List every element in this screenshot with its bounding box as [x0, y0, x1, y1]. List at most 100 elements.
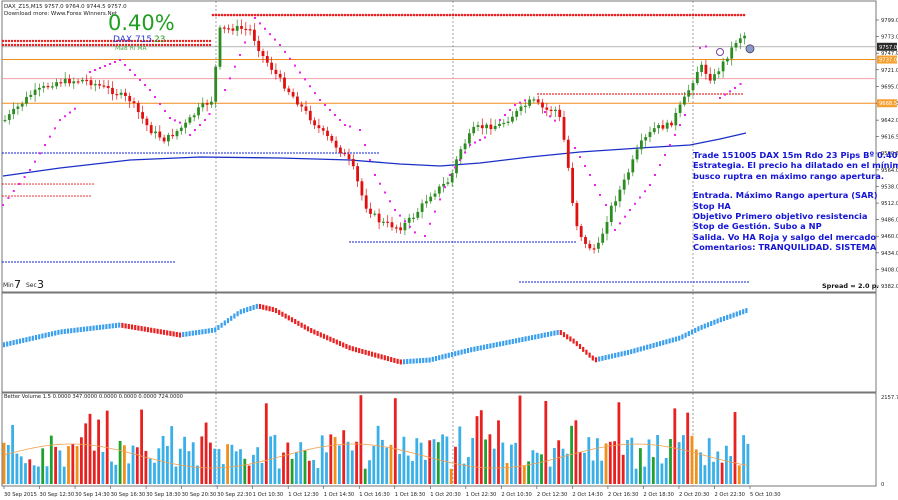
volume-bar: [359, 395, 363, 484]
volume-bar: [226, 444, 229, 484]
sar-dot: [154, 96, 156, 98]
pivot-dot-red: [172, 43, 176, 47]
pivot-dot-red: [558, 93, 560, 95]
pivot-dot-blue: [101, 261, 103, 263]
pivot-dot-blue: [62, 152, 64, 154]
oscillator-bar: [399, 359, 402, 365]
oscillator-bar: [143, 326, 146, 332]
pivot-dot-blue: [711, 281, 713, 283]
pivot-dot-red: [8, 183, 10, 185]
pivot-dot-blue: [744, 281, 746, 283]
pivot-dot-red: [35, 183, 37, 185]
pivot-dot-blue: [11, 261, 13, 263]
volume-bar: [398, 453, 401, 484]
pivot-dot-blue: [320, 152, 322, 154]
pivot-dot-red: [634, 13, 638, 17]
pivot-dot-red: [4, 43, 8, 47]
pivot-dot-red: [403, 13, 407, 17]
pivot-dot-red: [565, 13, 569, 17]
pivot-dot-red: [577, 13, 581, 17]
price-label: 9799.0: [881, 18, 898, 24]
pivot-dot-red: [697, 13, 701, 17]
volume-bar: [338, 445, 341, 484]
pivot-dot-red: [418, 13, 422, 17]
pivot-dot-red: [43, 39, 47, 43]
pivot-dot-red: [700, 13, 704, 17]
sar-dot: [179, 121, 181, 124]
pivot-dot-red: [74, 195, 76, 197]
pivot-dot-red: [118, 43, 122, 47]
sar-dot: [299, 71, 301, 74]
oscillator-bar: [226, 318, 230, 324]
candle: [257, 40, 261, 52]
volume-bar: [166, 445, 169, 484]
pivot-dot-blue: [666, 281, 668, 283]
oscillator-bar: [146, 327, 150, 333]
pivot-dot-red: [559, 13, 563, 17]
volume-bar: [424, 459, 427, 484]
volume-bar: [363, 468, 367, 484]
pivot-dot-red: [262, 13, 266, 17]
pivot-dot-blue: [451, 241, 453, 243]
pivot-dot-blue: [702, 281, 704, 283]
pivot-dot-blue: [323, 152, 325, 154]
sar-dot: [69, 111, 71, 114]
pivot-dot-red: [649, 13, 653, 17]
volume-bar: [458, 426, 462, 484]
oscillator-bar: [566, 334, 569, 340]
pivot-dot-red: [37, 39, 41, 43]
pivot-dot-blue: [71, 152, 73, 154]
pivot-dot-red: [29, 195, 31, 197]
pivot-dot-blue: [284, 152, 286, 154]
sar-dot: [329, 109, 331, 111]
candle: [601, 233, 605, 243]
pivot-dot-red: [77, 183, 79, 185]
volume-bar: [686, 412, 690, 484]
sar-dot: [174, 119, 176, 122]
volume-bar: [694, 449, 698, 484]
sar-dot: [149, 89, 151, 91]
pivot-dot-red: [136, 43, 140, 47]
oscillator-bar: [431, 356, 434, 362]
volume-bar: [497, 420, 500, 484]
sar-dot: [554, 119, 556, 122]
pivot-dot-blue: [442, 241, 444, 243]
candle: [511, 116, 514, 122]
pivot-dot-red: [115, 43, 119, 47]
sar-dot: [109, 63, 111, 65]
sar-dot: [654, 174, 656, 176]
volume-bar: [484, 439, 487, 484]
pivot-dot-red: [709, 13, 713, 17]
oscillator-bar: [44, 332, 47, 338]
oscillator-bar: [191, 330, 194, 336]
volume-bar: [596, 438, 599, 484]
oscillator-bar: [300, 322, 303, 328]
pivot-dot-red: [349, 13, 353, 17]
candle: [463, 143, 467, 150]
pivot-dot-blue: [732, 281, 734, 283]
candle: [115, 94, 119, 96]
oscillator-bar: [124, 323, 127, 329]
candle: [687, 90, 691, 97]
oscillator-bar: [290, 317, 294, 323]
pivot-dot-blue: [355, 241, 357, 243]
pivot-dot-red: [708, 93, 710, 95]
candle: [558, 109, 562, 118]
pivot-dot-red: [151, 39, 155, 43]
volume-bar: [522, 465, 526, 484]
sar-dot: [619, 222, 621, 225]
oscillator-bar: [230, 315, 233, 321]
oscillator-bar: [345, 343, 348, 349]
pivot-dot-red: [370, 13, 374, 17]
oscillator-bar: [418, 358, 422, 364]
pivot-dot-red: [32, 195, 34, 197]
oscillator-bar: [470, 347, 473, 353]
pivot-dot-blue: [8, 152, 10, 154]
pivot-dot-blue: [68, 152, 70, 154]
oscillator-bar: [31, 335, 34, 341]
volume-bar: [535, 452, 539, 484]
oscillator-bar: [162, 329, 166, 335]
pivot-dot-red: [286, 13, 290, 17]
sar-dot: [349, 125, 351, 128]
pivot-dot-blue: [5, 152, 7, 154]
